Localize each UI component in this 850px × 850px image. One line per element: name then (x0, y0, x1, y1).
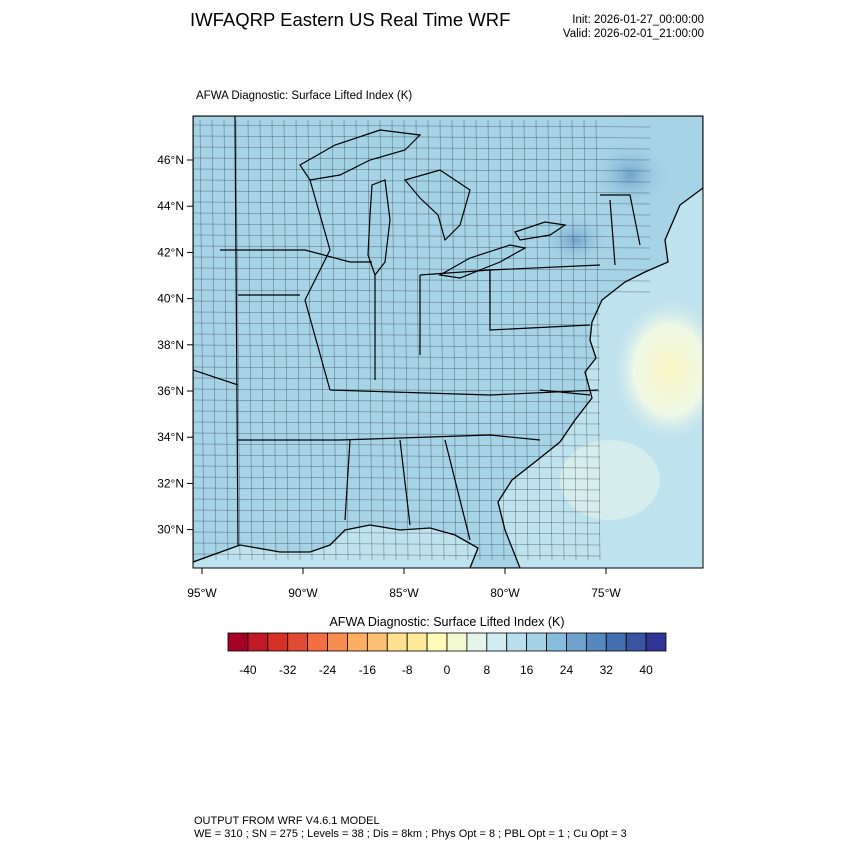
model-info: OUTPUT FROM WRF V4.6.1 MODEL WE = 310 ; … (194, 815, 627, 840)
colorbar-bin (466, 632, 488, 652)
colorbar-bin (227, 632, 249, 652)
lon-label: 90°W (288, 586, 318, 600)
init-time: Init: 2026-01-27_00:00:00 (572, 14, 704, 26)
colorbar-bin (566, 632, 587, 652)
colorbar-bin (546, 632, 567, 652)
lat-label: 44°N (157, 199, 184, 213)
colorbar-bin (386, 632, 408, 652)
lat-label: 32°N (157, 476, 184, 490)
lake-superior (299, 129, 422, 181)
colorbar-label: -24 (319, 663, 337, 677)
colorbar-label: 24 (560, 663, 574, 677)
longitude-axis: 95°W 90°W 85°W 80°W 75°W (187, 568, 621, 600)
lat-label: 34°N (157, 430, 184, 444)
colorbar-label: -16 (359, 663, 377, 677)
colorbar-bin (287, 632, 309, 652)
colorbar-label: -40 (239, 663, 257, 677)
lon-label: 75°W (591, 586, 621, 600)
colorbar-label: 0 (444, 663, 451, 677)
map-subtitle: AFWA Diagnostic: Surface Lifted Index (K… (196, 90, 413, 102)
lon-label: 95°W (187, 586, 217, 600)
lake-ontario (514, 221, 567, 241)
colorbar-bin (366, 632, 388, 652)
colorbar-label: -32 (279, 663, 297, 677)
model-config: WE = 310 ; SN = 275 ; Levels = 38 ; Dis … (194, 827, 627, 840)
valid-time: Valid: 2026-02-01_21:00:00 (562, 28, 704, 40)
map-frame (192, 115, 704, 569)
colorbar-bin (486, 632, 508, 652)
colorbar: -40 -32 -24 -16 -8 0 8 16 24 32 40 (227, 632, 667, 677)
latitude-axis: 46°N 44°N 42°N 40°N 38°N 36°N 34°N 32°N 30°N (157, 153, 193, 537)
plot-title: IWFAQRP Eastern US Real Time WRF (190, 9, 511, 30)
colorbar-bin (347, 632, 368, 652)
colorbar-title: AFWA Diagnostic: Surface Lifted Index (K… (329, 615, 565, 629)
colorbar-bin (605, 632, 627, 652)
colorbar-bin (267, 632, 289, 652)
colorbar-bin (406, 632, 428, 652)
colorbar-label: -8 (402, 663, 413, 677)
colorbar-bin (645, 632, 667, 652)
time-info: Init: 2026-01-27_00:00:00 Valid: 2026-02… (563, 13, 704, 41)
state-boundaries (193, 116, 641, 546)
model-version: OUTPUT FROM WRF V4.6.1 MODEL (194, 815, 380, 827)
colorbar-bin (625, 632, 647, 652)
colorbar-bin (247, 632, 269, 652)
colorbar-bin (327, 632, 348, 652)
lat-label: 30°N (157, 523, 184, 537)
lat-label: 36°N (157, 384, 184, 398)
lat-label: 40°N (157, 292, 184, 306)
colorbar-label: 32 (600, 663, 614, 677)
colorbar-label: 8 (483, 663, 490, 677)
map-area (193, 116, 703, 568)
colorbar-bin (426, 632, 448, 652)
colorbar-label: 40 (639, 663, 653, 677)
colorbar-bin (585, 632, 607, 652)
colorbar-bin (526, 632, 547, 652)
lon-label: 80°W (490, 586, 520, 600)
colorbar-bin (446, 632, 468, 652)
lon-label: 85°W (389, 586, 419, 600)
lat-label: 38°N (157, 338, 184, 352)
lat-label: 42°N (157, 245, 184, 259)
colorbar-bin (506, 632, 528, 652)
lake-michigan (367, 179, 391, 277)
colorbar-label: 16 (520, 663, 534, 677)
lat-label: 46°N (157, 153, 184, 167)
lake-huron (403, 169, 471, 242)
colorbar-bin (307, 632, 328, 652)
county-grid (193, 119, 651, 561)
county-boundaries (193, 119, 651, 561)
